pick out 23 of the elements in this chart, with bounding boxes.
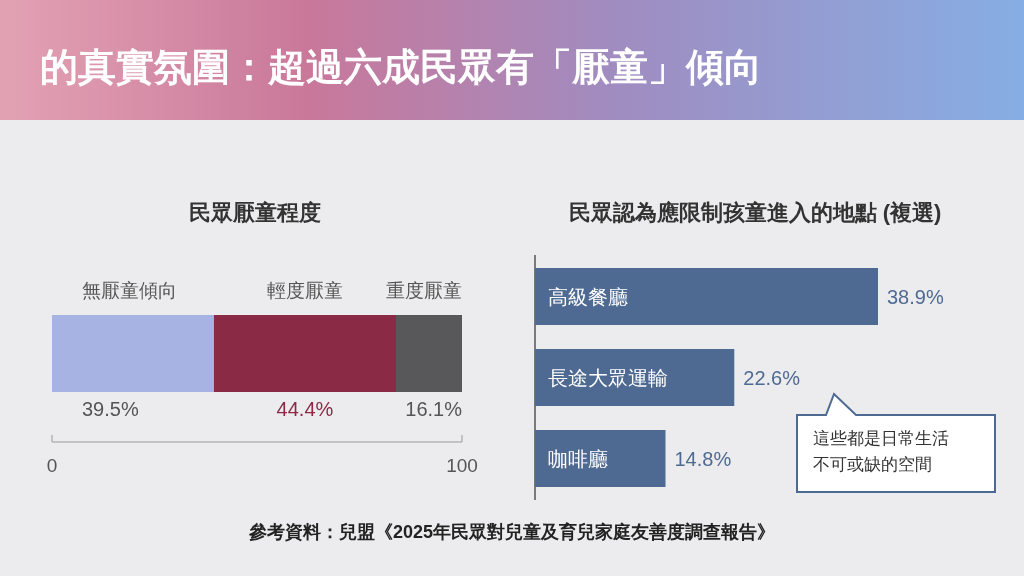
y-tick-label: 咖啡廳 xyxy=(548,447,608,470)
bar xyxy=(52,315,214,392)
chart-title: 民眾認為應限制孩童進入的地點 (複選) xyxy=(568,200,942,225)
bar xyxy=(395,315,462,392)
annotation: 不可或缺的空間 xyxy=(813,455,932,474)
data-label: 38.9% xyxy=(887,285,944,308)
y-tick-label: 長途大眾運輸 xyxy=(548,366,668,389)
series-label: 輕度厭童 xyxy=(266,280,343,301)
series-label: 重度厭童 xyxy=(386,280,462,301)
text: 的真實氛圍：超過六成民眾有「厭童」傾向 xyxy=(40,46,762,88)
data-label: 44.4% xyxy=(276,398,334,420)
data-label: 16.1% xyxy=(405,398,463,420)
x-tick-label: 100 xyxy=(446,455,478,476)
x-tick-label: 0 xyxy=(46,455,58,476)
data-label: 14.8% xyxy=(674,447,732,470)
annotation: 這些都是日常生活 xyxy=(813,429,949,448)
chart-title: 民眾厭童程度 xyxy=(189,200,321,225)
y-tick-label: 高級餐廳 xyxy=(548,285,628,308)
data-label: 22.6% xyxy=(743,366,801,389)
series-label: 無厭童傾向 xyxy=(82,280,177,301)
bar xyxy=(213,315,396,392)
data-label: 39.5% xyxy=(82,398,139,420)
text: 參考資料：兒盟《2025年民眾對兒童及育兒家庭友善度調查報告》 xyxy=(247,521,776,542)
